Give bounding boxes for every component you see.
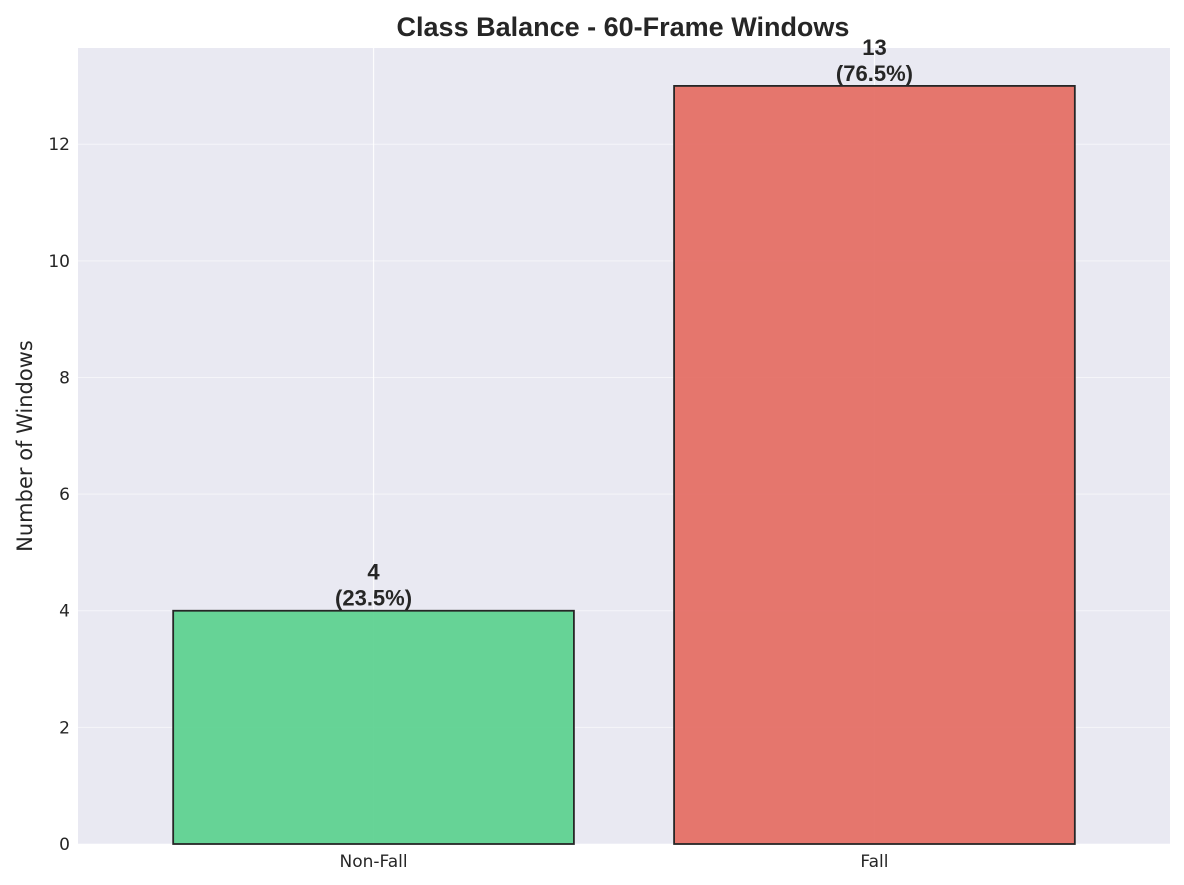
chart-title: Class Balance - 60-Frame Windows bbox=[397, 12, 850, 42]
data-labels: 4(23.5%) 13(76.5%) bbox=[335, 35, 913, 611]
y-tick-label: 6 bbox=[59, 485, 70, 505]
data-label-count: 4 bbox=[367, 560, 380, 585]
x-tick-label: Non-Fall bbox=[339, 852, 407, 872]
x-axis-ticks: Non-Fall Fall bbox=[339, 852, 888, 872]
y-tick-label: 0 bbox=[59, 835, 70, 855]
bar-non-fall bbox=[172, 609, 575, 845]
data-label-percent: (76.5%) bbox=[836, 61, 913, 86]
y-tick-label: 8 bbox=[59, 368, 70, 388]
x-tick-label: Fall bbox=[860, 852, 888, 872]
y-axis-ticks: 0 2 4 6 8 10 12 bbox=[48, 135, 70, 855]
y-tick-label: 2 bbox=[59, 718, 70, 738]
y-tick-label: 12 bbox=[48, 135, 70, 155]
bar-fall bbox=[673, 85, 1076, 845]
bars bbox=[172, 85, 1076, 845]
data-label-count: 13 bbox=[862, 35, 886, 60]
y-axis-label: Number of Windows bbox=[13, 340, 37, 552]
y-tick-label: 10 bbox=[48, 252, 70, 272]
data-label-percent: (23.5%) bbox=[335, 586, 412, 611]
y-tick-label: 4 bbox=[59, 602, 70, 622]
